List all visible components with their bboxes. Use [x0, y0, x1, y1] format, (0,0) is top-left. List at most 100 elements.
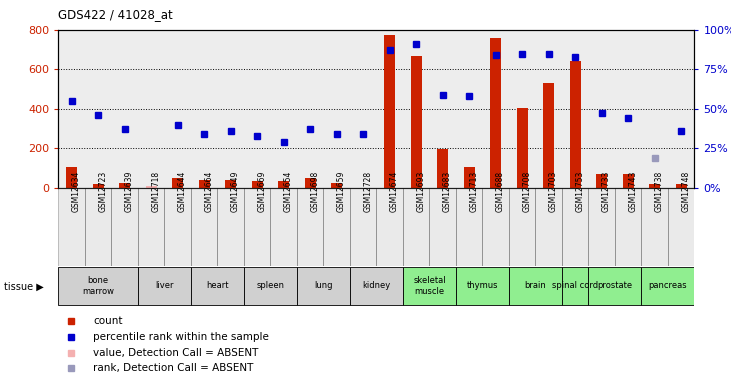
Text: GSM12659: GSM12659: [337, 171, 346, 212]
Bar: [509, 30, 535, 188]
Text: brain: brain: [525, 281, 546, 290]
Text: prostate: prostate: [597, 281, 632, 290]
Bar: [85, 30, 111, 188]
Bar: [588, 188, 615, 266]
Bar: [649, 184, 660, 188]
Bar: [668, 30, 694, 188]
Text: GSM12728: GSM12728: [363, 171, 372, 212]
Bar: [562, 30, 588, 188]
Text: GSM12693: GSM12693: [416, 171, 425, 212]
Bar: [199, 180, 210, 188]
Bar: [217, 30, 244, 188]
Bar: [588, 30, 615, 188]
Text: bone
marrow: bone marrow: [82, 276, 114, 296]
Text: GSM12733: GSM12733: [602, 171, 610, 212]
Text: GSM12683: GSM12683: [443, 171, 452, 212]
Text: percentile rank within the sample: percentile rank within the sample: [94, 332, 269, 342]
Text: value, Detection Call = ABSENT: value, Detection Call = ABSENT: [94, 348, 259, 358]
Bar: [411, 56, 422, 188]
FancyBboxPatch shape: [58, 267, 138, 305]
Bar: [331, 183, 342, 188]
Bar: [543, 83, 554, 188]
Bar: [456, 188, 482, 266]
Text: kidney: kidney: [363, 281, 390, 290]
Bar: [535, 30, 562, 188]
Bar: [437, 149, 448, 188]
Bar: [111, 188, 138, 266]
Bar: [244, 188, 270, 266]
Bar: [270, 30, 297, 188]
Bar: [66, 167, 77, 188]
Bar: [403, 30, 429, 188]
Bar: [217, 188, 244, 266]
Bar: [641, 188, 668, 266]
FancyBboxPatch shape: [509, 267, 562, 305]
Bar: [58, 30, 85, 188]
Text: rank, Detection Call = ABSENT: rank, Detection Call = ABSENT: [94, 363, 254, 374]
Text: GSM12738: GSM12738: [655, 171, 664, 212]
Text: count: count: [94, 316, 123, 326]
Bar: [384, 35, 395, 188]
Bar: [517, 108, 528, 188]
Bar: [376, 188, 403, 266]
Bar: [456, 30, 482, 188]
Bar: [191, 188, 218, 266]
Text: thymus: thymus: [466, 281, 499, 290]
Bar: [403, 188, 429, 266]
Bar: [463, 167, 475, 188]
Bar: [562, 188, 588, 266]
Bar: [58, 188, 85, 266]
Text: GSM12649: GSM12649: [231, 171, 240, 212]
Bar: [225, 180, 236, 188]
Bar: [172, 178, 183, 188]
Text: GSM12639: GSM12639: [125, 171, 134, 212]
Bar: [244, 30, 270, 188]
Bar: [323, 188, 350, 266]
Bar: [164, 188, 191, 266]
Text: skeletal
muscle: skeletal muscle: [413, 276, 446, 296]
Bar: [509, 188, 535, 266]
Text: GSM12664: GSM12664: [204, 171, 213, 212]
Bar: [596, 174, 607, 188]
Text: liver: liver: [155, 281, 174, 290]
Text: GSM12634: GSM12634: [72, 171, 80, 212]
Text: GSM12703: GSM12703: [549, 171, 558, 212]
Bar: [668, 188, 694, 266]
Text: GSM12688: GSM12688: [496, 171, 504, 212]
Bar: [675, 184, 687, 188]
Bar: [429, 30, 456, 188]
Bar: [305, 178, 316, 188]
FancyBboxPatch shape: [138, 267, 191, 305]
Bar: [191, 30, 218, 188]
FancyBboxPatch shape: [641, 267, 694, 305]
Bar: [145, 186, 157, 188]
Text: GSM12674: GSM12674: [390, 171, 398, 212]
FancyBboxPatch shape: [297, 267, 350, 305]
Bar: [93, 184, 104, 188]
Bar: [138, 30, 164, 188]
Text: tissue ▶: tissue ▶: [4, 282, 43, 292]
Bar: [85, 188, 111, 266]
Bar: [482, 30, 509, 188]
Bar: [297, 188, 323, 266]
Text: spinal cord: spinal cord: [552, 281, 598, 290]
Bar: [111, 30, 138, 188]
Text: GSM12743: GSM12743: [628, 171, 637, 212]
Bar: [251, 181, 263, 188]
Bar: [350, 188, 376, 266]
Text: GSM12748: GSM12748: [681, 171, 690, 212]
FancyBboxPatch shape: [588, 267, 641, 305]
Text: GSM12669: GSM12669: [257, 171, 266, 212]
Bar: [323, 30, 350, 188]
FancyBboxPatch shape: [456, 267, 509, 305]
Text: GSM12708: GSM12708: [522, 171, 531, 212]
FancyBboxPatch shape: [244, 267, 297, 305]
Text: heart: heart: [206, 281, 229, 290]
Bar: [278, 181, 289, 188]
Text: spleen: spleen: [257, 281, 284, 290]
Bar: [641, 30, 668, 188]
Bar: [164, 30, 191, 188]
Text: GSM12654: GSM12654: [284, 171, 292, 212]
Bar: [615, 188, 641, 266]
Bar: [297, 30, 323, 188]
